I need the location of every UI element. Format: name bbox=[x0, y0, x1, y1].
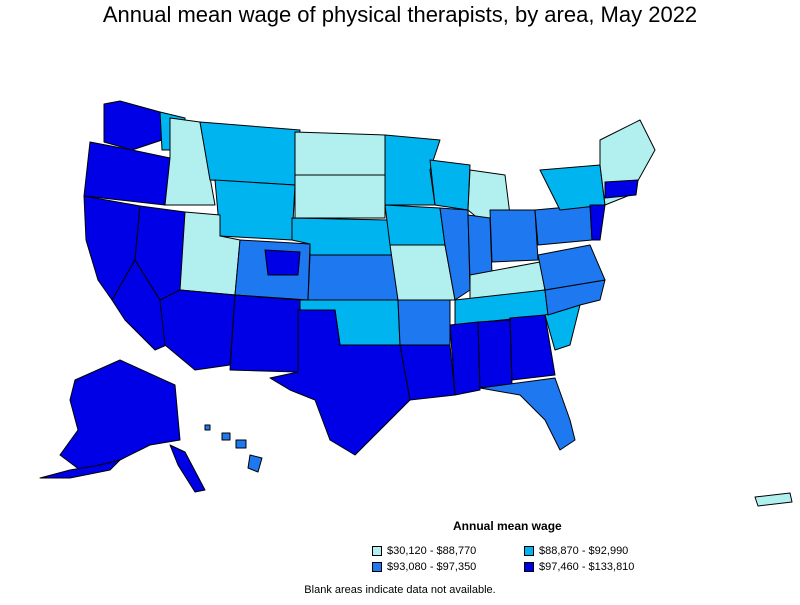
legend-title: Annual mean wage bbox=[453, 519, 562, 533]
region-iowa bbox=[384, 204, 446, 246]
legend-label-4: $97,460 - $133,810 bbox=[539, 561, 635, 573]
legend-swatch-4 bbox=[524, 562, 534, 572]
region-minnesota bbox=[384, 134, 441, 206]
region-montana bbox=[199, 121, 301, 186]
legend-item-1: $30,120 - $88,770 bbox=[372, 545, 476, 557]
region-missouri bbox=[389, 244, 456, 301]
region-indiana bbox=[467, 214, 493, 281]
region-kansas bbox=[307, 254, 399, 301]
region-illinois bbox=[439, 207, 471, 301]
region-georgia bbox=[509, 314, 556, 381]
region-new-mexico bbox=[229, 294, 301, 373]
map-title: Annual mean wage of physical therapists,… bbox=[102, 2, 698, 27]
legend-item-2: $88,870 - $92,990 bbox=[524, 545, 628, 557]
region-hawaii-4 bbox=[247, 454, 263, 473]
legend: $30,120 - $88,770 $88,870 - $92,990 $93,… bbox=[372, 545, 692, 579]
region-alaska bbox=[59, 359, 181, 471]
region-wyoming bbox=[214, 179, 296, 241]
region-hawaii-2 bbox=[221, 432, 231, 441]
region-arizona bbox=[159, 289, 236, 371]
region-hawaii-3 bbox=[235, 439, 247, 449]
legend-swatch-2 bbox=[524, 546, 534, 556]
region-mississippi bbox=[449, 321, 481, 396]
region-arkansas bbox=[397, 299, 451, 346]
region-texas bbox=[269, 309, 411, 456]
region-colorado-denver bbox=[264, 249, 301, 276]
region-new-york bbox=[539, 164, 606, 211]
region-oregon bbox=[83, 141, 171, 206]
region-puerto-rico bbox=[754, 492, 793, 507]
region-north-dakota bbox=[294, 131, 386, 176]
region-south-dakota bbox=[294, 174, 386, 219]
region-pennsylvania bbox=[534, 204, 593, 246]
region-hawaii-1 bbox=[204, 424, 211, 431]
region-louisiana bbox=[399, 344, 456, 401]
region-alaska-panhandle bbox=[169, 444, 206, 493]
region-idaho bbox=[164, 117, 216, 206]
region-washington-west bbox=[103, 100, 163, 151]
legend-item-4: $97,460 - $133,810 bbox=[524, 561, 634, 573]
region-alaska-chain bbox=[39, 459, 121, 479]
legend-label-1: $30,120 - $88,770 bbox=[387, 545, 477, 557]
legend-label-2: $88,870 - $92,990 bbox=[539, 545, 629, 557]
region-florida bbox=[479, 377, 576, 451]
region-alabama bbox=[477, 319, 513, 389]
legend-item-3: $93,080 - $97,350 bbox=[372, 561, 476, 573]
region-ohio bbox=[489, 209, 539, 263]
footnote: Blank areas indicate data not available. bbox=[304, 584, 496, 596]
legend-swatch-3 bbox=[372, 562, 382, 572]
region-wisconsin bbox=[429, 159, 471, 211]
legend-label-3: $93,080 - $97,350 bbox=[387, 561, 477, 573]
region-massachusetts bbox=[604, 179, 639, 199]
region-new-jersey bbox=[589, 204, 606, 241]
legend-swatch-1 bbox=[372, 546, 382, 556]
region-virginia bbox=[537, 244, 606, 291]
